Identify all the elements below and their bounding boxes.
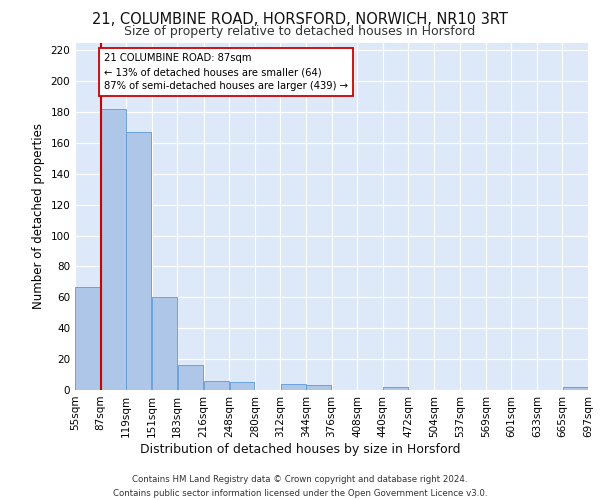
Bar <box>76 286 100 390</box>
Bar <box>127 132 151 390</box>
Text: Distribution of detached houses by size in Horsford: Distribution of detached houses by size … <box>140 442 460 456</box>
Bar <box>230 382 254 390</box>
Bar <box>306 386 331 390</box>
Text: 21 COLUMBINE ROAD: 87sqm
← 13% of detached houses are smaller (64)
87% of semi-d: 21 COLUMBINE ROAD: 87sqm ← 13% of detach… <box>104 54 348 92</box>
Bar <box>204 380 229 390</box>
Bar <box>178 366 203 390</box>
Text: 21, COLUMBINE ROAD, HORSFORD, NORWICH, NR10 3RT: 21, COLUMBINE ROAD, HORSFORD, NORWICH, N… <box>92 12 508 28</box>
Bar <box>563 387 587 390</box>
Text: Size of property relative to detached houses in Horsford: Size of property relative to detached ho… <box>124 25 476 38</box>
Bar <box>383 387 408 390</box>
Bar <box>281 384 305 390</box>
Bar <box>152 298 177 390</box>
Y-axis label: Number of detached properties: Number of detached properties <box>32 123 45 309</box>
Bar <box>101 109 126 390</box>
Text: Contains HM Land Registry data © Crown copyright and database right 2024.
Contai: Contains HM Land Registry data © Crown c… <box>113 476 487 498</box>
